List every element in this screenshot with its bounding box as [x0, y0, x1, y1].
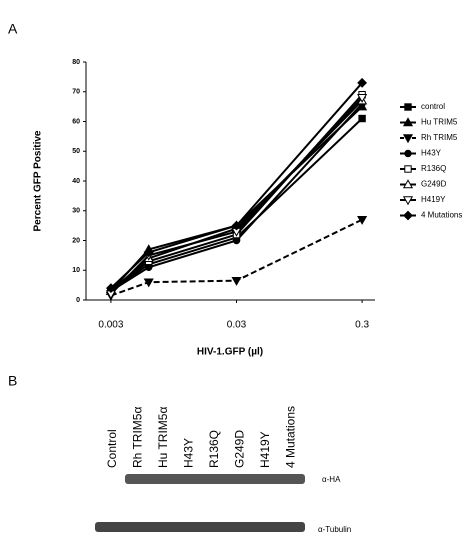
y-tick-label: 80 [72, 59, 80, 66]
y-tick-label: 10 [72, 267, 80, 274]
legend-label: control [421, 102, 445, 111]
blot [95, 474, 305, 532]
series-line [110, 102, 363, 292]
data-point [232, 236, 241, 245]
lane-label: Control [105, 429, 119, 468]
data-point [357, 77, 368, 88]
ha-band [125, 474, 305, 484]
lane-label: H43Y [182, 438, 196, 468]
x-tick-label: 0.003 [98, 320, 123, 331]
data-point [145, 263, 153, 271]
legend-label: Rh TRIM5 [421, 133, 458, 142]
legend-label: G249D [421, 180, 447, 189]
data-point [231, 276, 242, 286]
legend-label: H43Y [421, 149, 442, 158]
data-point [143, 278, 154, 288]
panel-label: B [8, 373, 17, 389]
series-line [110, 82, 363, 289]
series-line [110, 218, 363, 297]
legend-marker [404, 149, 412, 158]
y-tick-label: 70 [72, 89, 80, 96]
tubulin-band [95, 522, 305, 532]
legend-label: R136Q [421, 164, 446, 173]
data-point [106, 283, 116, 294]
lane-label: H419Y [258, 431, 272, 468]
lane-label: G249D [233, 430, 247, 468]
x-tick-label: 0.3 [355, 320, 369, 331]
legend-label: H419Y [421, 195, 446, 204]
y-tick-label: 40 [72, 178, 80, 185]
lane-label: Rh TRIM5α [131, 407, 145, 468]
y-tick-label: 20 [72, 237, 80, 244]
legend-marker [402, 179, 414, 189]
legend-label: Hu TRIM5 [421, 118, 458, 127]
panel-label: A [8, 21, 18, 37]
y-tick-label: 0 [76, 297, 80, 304]
legend-label: 4 Mutations [421, 211, 462, 220]
data-point [357, 94, 368, 103]
lane-label: Hu TRIM5α [156, 407, 170, 468]
series-line [110, 97, 363, 295]
data-point [143, 247, 154, 258]
band-label: α-Tubulin [318, 525, 351, 534]
legend-marker [404, 103, 412, 111]
legend-marker [402, 134, 414, 144]
y-axis-label: Percent GFP Positive [33, 130, 44, 231]
x-axis-label: HIV-1.GFP (µl) [197, 347, 263, 358]
x-tick-label: 0.03 [227, 320, 247, 331]
y-tick-label: 50 [72, 148, 80, 155]
series-line [110, 117, 363, 292]
data-point [358, 114, 366, 123]
data-point [357, 215, 368, 225]
lane-label: R136Q [207, 430, 221, 468]
band-label: α-HA [322, 475, 341, 484]
legend-marker [403, 210, 413, 221]
lane-label: 4 Mutations [284, 406, 298, 468]
legend-marker [404, 165, 412, 173]
y-tick-label: 30 [72, 208, 80, 215]
legend-marker [402, 196, 414, 206]
y-tick-label: 60 [72, 118, 80, 125]
legend-marker [402, 117, 414, 127]
data-point [231, 220, 242, 231]
